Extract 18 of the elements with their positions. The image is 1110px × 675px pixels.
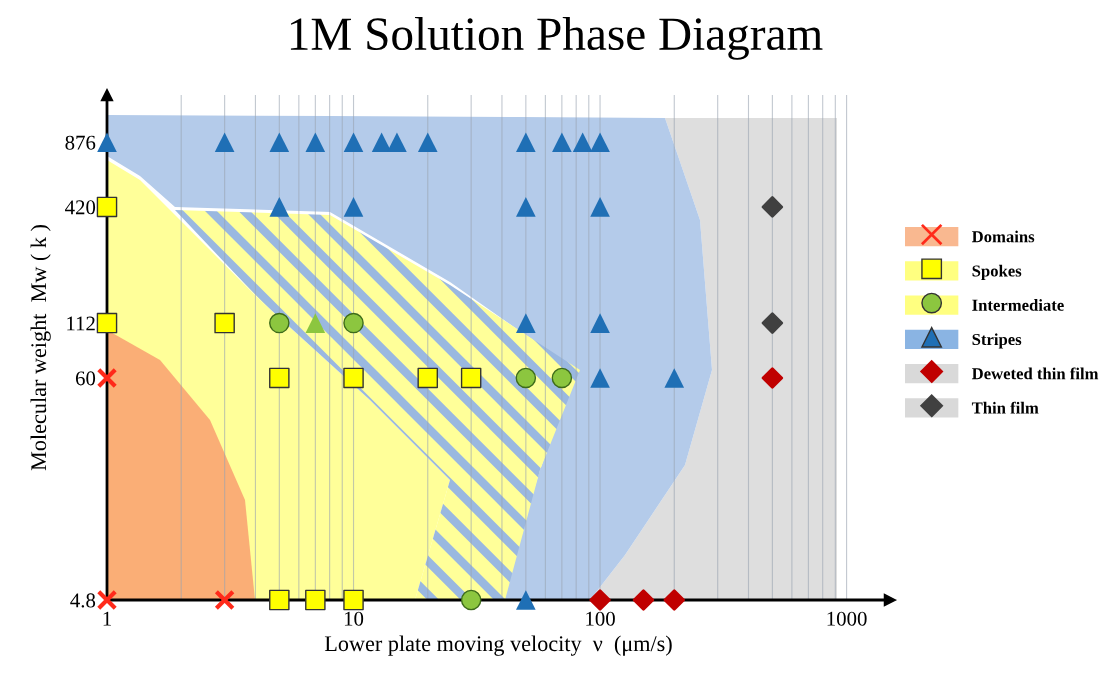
legend-label: Intermediate <box>972 299 1064 311</box>
y-tick-label: 876 <box>65 135 96 150</box>
x-tick-label: 100 <box>586 611 615 626</box>
x-axis-title: Lower plate moving velocity ν (μm/s) <box>324 635 672 656</box>
y-tick-label: 60 <box>75 371 96 386</box>
legend-label: Deweted thin film <box>971 367 1099 380</box>
y-tick-label: 420 <box>65 200 96 215</box>
legend-label: Thin film <box>971 401 1039 414</box>
y-tick-label: 112 <box>67 316 95 331</box>
y-tick-label: 4.8 <box>70 593 96 608</box>
legend-label: Stripes <box>972 333 1022 349</box>
y-axis-title: Molecular weight Mw ( k ) <box>30 225 51 471</box>
x-tick-label: 1000 <box>827 611 867 626</box>
x-tick-label: 10 <box>344 611 364 626</box>
legend-label: Domains <box>971 230 1035 243</box>
x-tick-label: 1 <box>103 611 111 626</box>
legend-label: Spokes <box>972 264 1022 280</box>
chart-title: 1M Solution Phase Diagram <box>290 16 823 60</box>
